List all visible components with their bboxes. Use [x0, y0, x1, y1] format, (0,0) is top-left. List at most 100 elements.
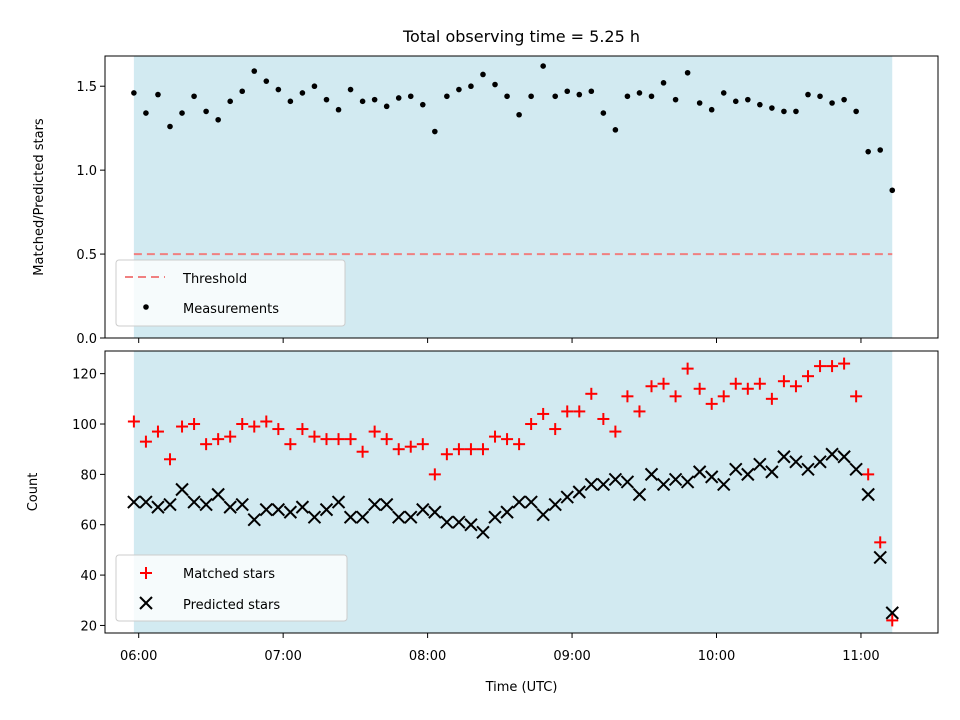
matched-star-point — [236, 418, 249, 431]
matched-star-point — [344, 433, 357, 446]
matched-star-point — [428, 468, 441, 481]
predicted-star-point — [283, 505, 298, 519]
count-panel: 20 40 60 80 100 120 06:00 07:00 08:00 09:00 10:00… — [26, 350, 939, 695]
matched-star-point — [657, 377, 670, 390]
measurement-point — [516, 111, 522, 118]
measurement-point — [829, 100, 835, 106]
measurement-point — [588, 88, 595, 95]
matched-star-point — [164, 453, 177, 466]
matched-star-point — [862, 468, 875, 481]
predicted-star-point — [560, 490, 574, 504]
matched-star-point — [200, 438, 213, 451]
measurement-point — [684, 69, 691, 76]
predicted-star-point — [235, 497, 249, 512]
measurement-point — [407, 93, 414, 100]
predicted-star-point — [741, 467, 755, 482]
measurement-point — [612, 127, 619, 133]
predicted-star-point — [849, 462, 863, 477]
measurement-point — [805, 91, 811, 98]
top-y-tick-label: 0.0 — [76, 332, 97, 347]
matched-star-point — [392, 443, 405, 456]
measurement-point — [528, 93, 534, 100]
measurement-point — [287, 98, 294, 105]
matched-star-point — [452, 443, 465, 456]
measurement-point — [323, 96, 330, 103]
measurement-point — [359, 98, 366, 105]
measurement-point — [769, 105, 775, 111]
predicted-star-point — [873, 550, 887, 565]
matched-star-point — [777, 375, 790, 388]
measurement-point — [853, 108, 859, 115]
matched-star-point — [585, 387, 598, 400]
measurement-point — [191, 93, 197, 100]
matched-star-point — [826, 360, 839, 373]
predicted-star-point — [596, 477, 611, 492]
measurement-point — [215, 116, 221, 123]
legend-predicted-label: Predicted stars — [183, 598, 280, 613]
predicted-star-point — [151, 500, 165, 514]
predicted-star-point — [319, 502, 334, 517]
matched-star-point — [765, 392, 778, 405]
predicted-star-point — [861, 487, 875, 502]
predicted-star-point — [367, 497, 382, 512]
matched-star-point — [356, 445, 369, 458]
chart-title: Total observing time = 5.25 h — [402, 27, 640, 46]
matched-star-point — [537, 407, 550, 420]
matched-star-point — [801, 370, 814, 383]
predicted-star-point — [440, 515, 454, 529]
measurement-point — [167, 123, 173, 130]
matched-star-point — [248, 420, 261, 433]
matched-star-point — [440, 448, 453, 461]
matched-star-point — [224, 430, 237, 443]
matched-star-point — [633, 405, 646, 418]
x-tick-label: 06:00 — [120, 649, 157, 664]
matched-star-point — [850, 390, 863, 403]
measurement-point — [636, 90, 643, 96]
measurement-point — [395, 95, 402, 101]
matched-star-point — [621, 390, 634, 403]
matched-star-point — [320, 433, 333, 446]
matched-star-point — [597, 412, 610, 425]
bottom-y-tick-label: 120 — [72, 368, 97, 383]
ratio-panel: 0.0 0.5 1.0 1.5 Total observing time = 5.25… — [32, 27, 939, 347]
matched-star-point — [368, 425, 381, 438]
predicted-star-point — [488, 510, 502, 524]
measurement-point — [624, 93, 631, 100]
predicted-star-point — [476, 525, 490, 539]
measurement-point — [383, 103, 390, 110]
measurement-point — [311, 83, 318, 90]
predicted-star-point — [355, 510, 370, 524]
matched-star-point — [753, 377, 766, 390]
measurement-point — [708, 106, 715, 113]
measurement-point — [263, 78, 270, 84]
matched-star-point — [260, 415, 273, 428]
matched-star-point — [188, 418, 201, 431]
measurement-point — [877, 147, 884, 153]
legend-matched-swatch — [140, 567, 152, 579]
measurement-point — [865, 148, 871, 155]
measurement-point — [155, 91, 161, 98]
matched-star-point — [489, 430, 502, 443]
top-y-tick-label: 1.5 — [76, 80, 97, 95]
predicted-star-point — [211, 487, 225, 502]
predicted-star-point — [139, 495, 153, 509]
predicted-star-point — [175, 482, 189, 497]
bottom-y-tick-label: 80 — [80, 468, 97, 483]
matched-star-point — [838, 357, 851, 370]
top-x-ticks — [138, 338, 862, 343]
measurement-point — [131, 90, 137, 96]
predicted-star-point — [644, 467, 659, 482]
predicted-star-point — [452, 515, 466, 529]
measurement-point — [432, 128, 438, 135]
matched-star-point — [501, 433, 514, 446]
legend-predicted-swatch — [139, 596, 153, 610]
matched-star-point — [874, 536, 887, 549]
predicted-star-point — [704, 470, 719, 484]
x-axis-label: Time (UTC) — [485, 680, 558, 695]
measurement-point — [793, 108, 799, 115]
measurement-point — [444, 93, 450, 100]
legend-measurements-label: Measurements — [183, 302, 279, 317]
matched-star-point — [729, 377, 742, 390]
measurement-point — [179, 110, 185, 116]
matched-star-point — [789, 380, 802, 393]
